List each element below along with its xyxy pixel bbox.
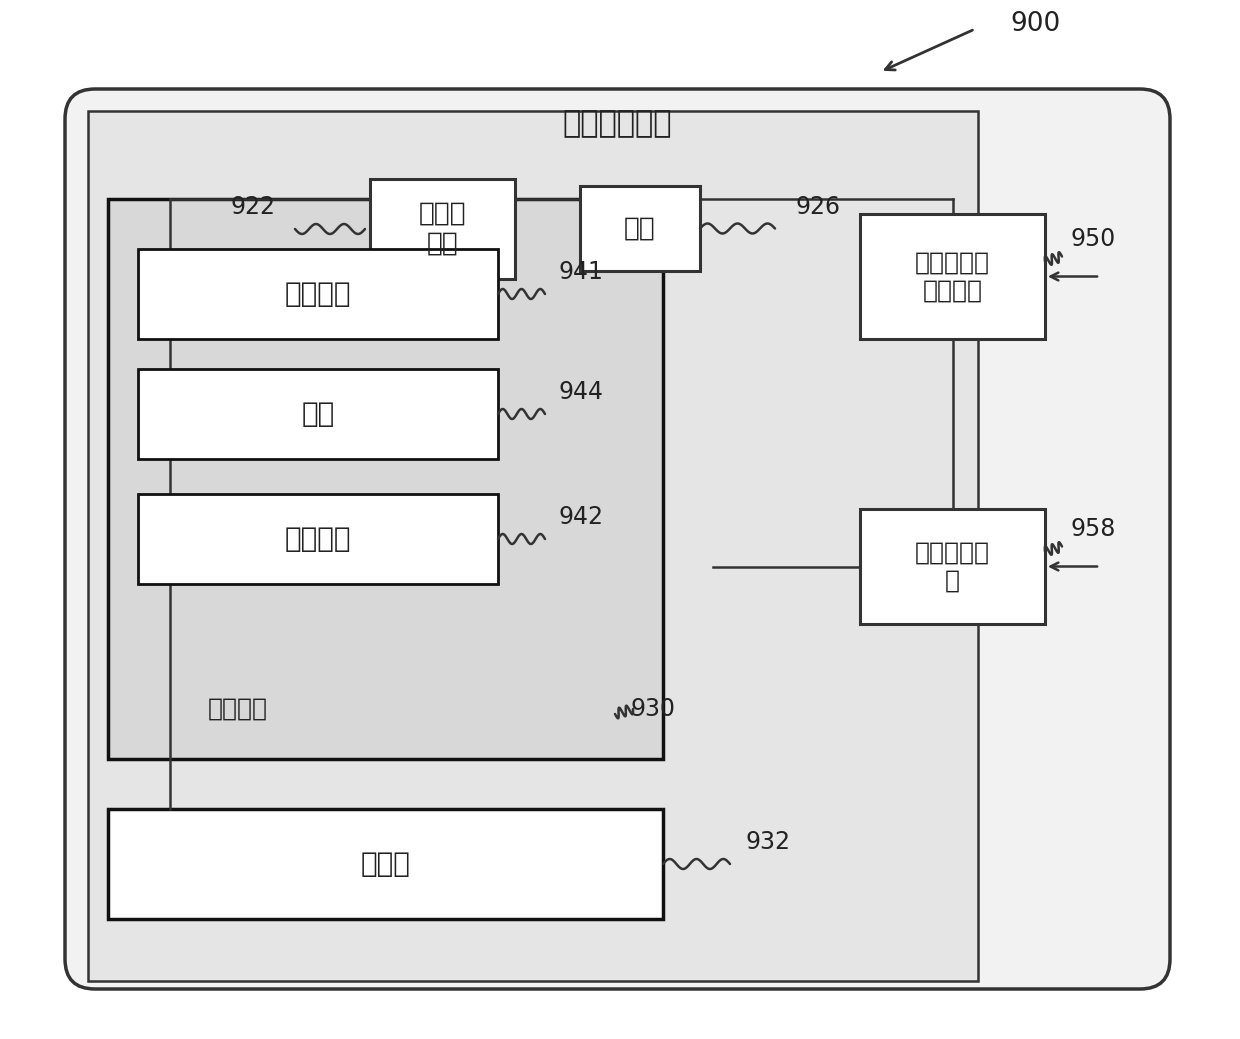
Bar [108, 809, 663, 920]
Text: 941: 941 [558, 260, 603, 284]
Text: 输入输出接
口: 输入输出接 口 [915, 540, 990, 592]
Bar [138, 369, 498, 459]
Bar [580, 186, 701, 271]
Text: 942: 942 [558, 505, 603, 529]
Text: 存储介质: 存储介质 [208, 697, 268, 721]
Text: 950: 950 [1070, 227, 1115, 250]
Text: 926: 926 [795, 194, 839, 218]
Bar [861, 214, 1045, 339]
Text: 922: 922 [229, 195, 275, 219]
Text: 958: 958 [1070, 516, 1115, 540]
Text: 中央处
理器: 中央处 理器 [419, 201, 466, 257]
Bar [138, 249, 498, 339]
FancyBboxPatch shape [64, 89, 1171, 989]
Text: 应用程序: 应用程序 [285, 525, 351, 553]
Bar [861, 509, 1045, 624]
Text: 932: 932 [745, 830, 790, 854]
Text: 930: 930 [630, 697, 675, 721]
Text: 944: 944 [558, 380, 603, 404]
Text: 有线或无线
网络接口: 有线或无线 网络接口 [915, 250, 990, 302]
Bar [88, 111, 978, 981]
Text: 视觉检测模块: 视觉检测模块 [563, 109, 672, 138]
Text: 电源: 电源 [624, 215, 656, 241]
Text: 存储器: 存储器 [361, 850, 410, 878]
Bar [370, 179, 515, 279]
Text: 900: 900 [1011, 11, 1060, 37]
Text: 操作系统: 操作系统 [285, 279, 351, 308]
Text: 数据: 数据 [301, 400, 335, 428]
Bar [108, 199, 663, 760]
Bar [138, 494, 498, 584]
